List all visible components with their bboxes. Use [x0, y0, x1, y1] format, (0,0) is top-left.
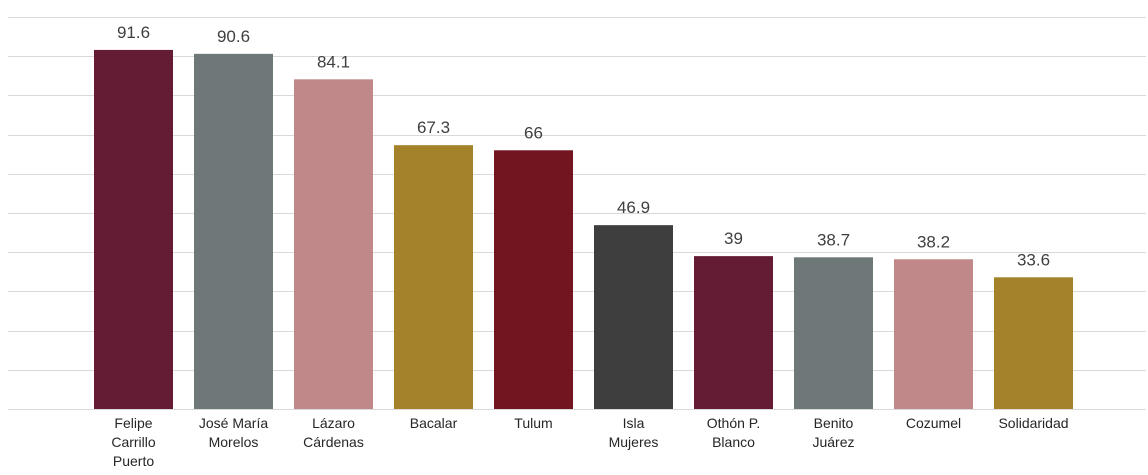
- bar: [694, 256, 773, 409]
- category-label: Felipe Carrillo Puerto: [111, 415, 156, 469]
- bar: [494, 150, 573, 409]
- category-label-line: Benito: [814, 415, 854, 431]
- bar: [294, 79, 373, 409]
- category-label-line: Puerto: [113, 453, 154, 469]
- category-label-line: José María: [199, 415, 268, 431]
- category-label-line: Tulum: [514, 415, 552, 431]
- category-label: Lázaro Cárdenas: [303, 415, 364, 450]
- category-label-line: Isla: [623, 415, 645, 431]
- bar: [794, 257, 873, 409]
- data-label: 33.6: [1017, 250, 1050, 269]
- bar: [894, 259, 973, 409]
- category-label-line: Morelos: [209, 434, 259, 450]
- data-label: 67.3: [417, 118, 450, 137]
- category-label-line: Carrillo: [111, 434, 156, 450]
- category-label-line: Bacalar: [410, 415, 458, 431]
- category-label-line: Juárez: [812, 434, 854, 450]
- bar: [394, 145, 473, 409]
- category-label-line: Solidaridad: [998, 415, 1068, 431]
- category-label: Benito Juárez: [812, 415, 854, 450]
- value-labels: 91.6 90.6 84.1 67.3 66 46.9 39 38.7 38.2 33.6: [117, 23, 1050, 269]
- gridlines: [8, 17, 1146, 410]
- category-label-line: Cárdenas: [303, 434, 364, 450]
- category-label-line: Lázaro: [312, 415, 355, 431]
- category-label: Bacalar: [410, 415, 458, 431]
- bar: [94, 49, 173, 409]
- bar: [994, 277, 1073, 409]
- data-label: 66: [524, 123, 543, 142]
- category-labels: Felipe Carrillo Puerto José María Morelos Láz…: [111, 415, 1068, 469]
- bars: [94, 49, 1073, 410]
- category-label: Othón P. Blanco: [707, 415, 760, 450]
- data-label: 38.2: [917, 232, 950, 251]
- category-label: Isla Mujeres: [609, 415, 659, 450]
- category-label: José María Morelos: [199, 415, 268, 450]
- category-label-line: Othón P.: [707, 415, 760, 431]
- category-label-line: Blanco: [712, 434, 755, 450]
- bar: [594, 225, 673, 409]
- bar: [194, 53, 273, 410]
- data-label: 38.7: [817, 230, 850, 249]
- category-label-line: Cozumel: [906, 415, 961, 431]
- data-label: 46.9: [617, 198, 650, 217]
- data-label: 39: [724, 229, 743, 248]
- category-label: Cozumel: [906, 415, 961, 431]
- category-label: Tulum: [514, 415, 552, 431]
- data-label: 84.1: [317, 52, 350, 71]
- data-label: 91.6: [117, 23, 150, 42]
- category-label-line: Felipe: [114, 415, 152, 431]
- category-label: Solidaridad: [998, 415, 1068, 431]
- data-label: 90.6: [217, 27, 250, 46]
- category-label-line: Mujeres: [609, 434, 659, 450]
